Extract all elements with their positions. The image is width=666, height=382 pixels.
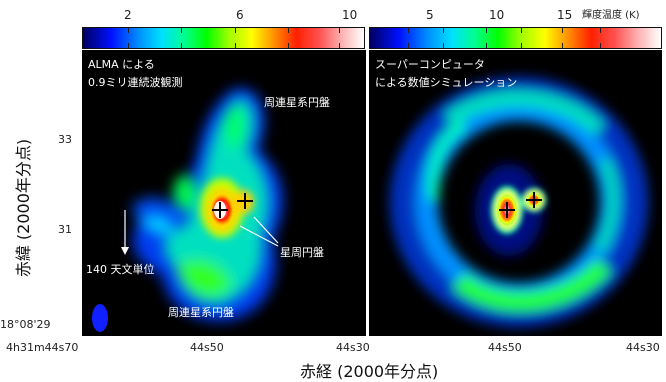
right-image-panel: スーパーコンピュータ による数値シミュレーション bbox=[369, 50, 662, 336]
right-panel-title-line1: スーパーコンピュータ bbox=[375, 58, 485, 71]
colorbar-left-tick-10: 10 bbox=[342, 8, 358, 22]
colorbar-left-tick-2: 2 bbox=[124, 8, 132, 22]
x-axis-title: 赤経 (2000年分点) bbox=[300, 362, 439, 381]
colorbar-left bbox=[82, 27, 365, 49]
simulated-protostar-b-marker bbox=[525, 191, 543, 209]
colorbar-right-tick-15: 15 bbox=[557, 8, 573, 22]
label-circumbinary-disk-top: 周連星系円盤 bbox=[264, 96, 330, 109]
beam-ellipse bbox=[92, 304, 108, 332]
x-tick-right-44-50: 44s50 bbox=[488, 341, 522, 354]
x-tick-left-44-50: 44s50 bbox=[190, 341, 224, 354]
right-panel-title-line2: による数値シミュレーション bbox=[375, 76, 518, 89]
left-panel-title-line1: ALMA による bbox=[88, 58, 155, 71]
label-circumstellar-disk: 星周円盤 bbox=[280, 246, 324, 259]
colorbar-right-unit: 輝度温度 (K) bbox=[582, 10, 640, 21]
colorbar-right-tick-5: 5 bbox=[426, 8, 434, 22]
left-image-panel: ALMA による 0.9ミリ連続波観測 周連星系円盤 星周円盤 140 天文単位… bbox=[82, 50, 366, 336]
simulation-map bbox=[390, 77, 648, 327]
label-scale-140au: 140 天文単位 bbox=[86, 263, 155, 276]
x-tick-right-44-30: 44s30 bbox=[626, 341, 660, 354]
colorbar-right-tick-10: 10 bbox=[489, 8, 505, 22]
y-axis-title: 赤緯 (2000年分点) bbox=[14, 138, 33, 278]
y-tick-33: 33 bbox=[58, 133, 72, 146]
colorbar-left-tick-6: 6 bbox=[236, 8, 244, 22]
protostar-b-marker bbox=[236, 192, 254, 210]
protostar-a-marker bbox=[211, 201, 229, 219]
simulated-protostar-a-marker bbox=[498, 201, 516, 219]
y-tick-31: 31 bbox=[58, 223, 72, 236]
colorbar-right bbox=[369, 27, 662, 49]
x-tick-left-44-30: 44s30 bbox=[336, 341, 370, 354]
left-panel-title-line2: 0.9ミリ連続波観測 bbox=[88, 76, 183, 89]
alma-observation-map bbox=[92, 88, 283, 332]
label-circumbinary-disk-bottom: 周連星系円盤 bbox=[168, 306, 234, 319]
x-tick-44-70: 4h31m44s70 bbox=[6, 341, 79, 354]
y-tick-29: 18°08'29 bbox=[0, 318, 51, 331]
